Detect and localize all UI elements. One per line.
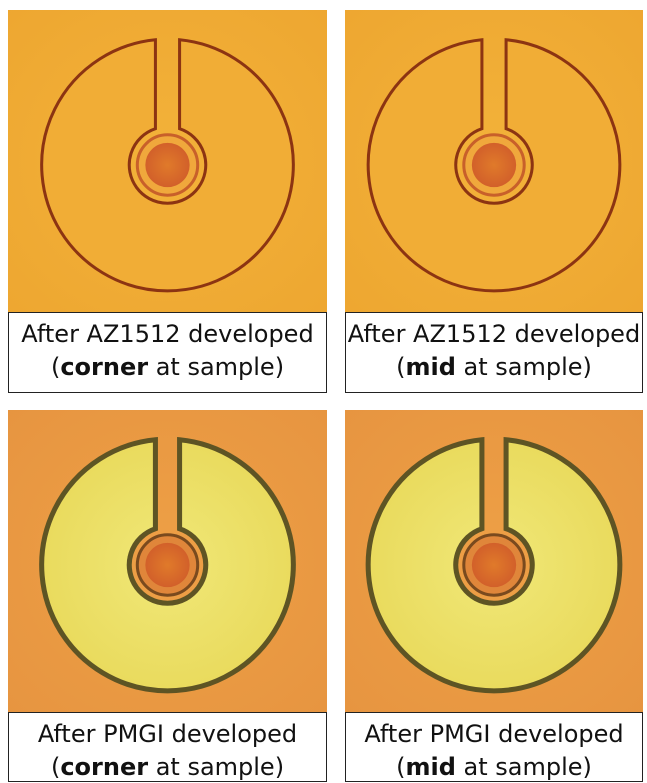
caption-paren: (: [396, 753, 405, 781]
figure: After AZ1512 developed(corner at sample)…: [0, 0, 647, 783]
caption-rest: at sample): [456, 353, 592, 381]
caption-line-2: (mid at sample): [396, 753, 592, 781]
panel: After AZ1512 developed (mid at sample): [345, 10, 643, 393]
center-dot: [145, 143, 189, 187]
caption-line-1: After AZ1512 developed: [348, 320, 640, 348]
center-dot: [145, 543, 189, 587]
caption-paren: (: [396, 353, 405, 381]
panel: After AZ1512 developed (corner at sample): [8, 10, 327, 393]
caption-line-1: After PMGI developed: [38, 720, 297, 748]
center-dot: [472, 543, 516, 587]
panel: After PMGI developed (mid at sample): [345, 410, 643, 782]
caption-paren: (: [51, 753, 60, 781]
caption-bold: corner: [60, 753, 148, 781]
caption-bold: corner: [60, 353, 148, 381]
caption-paren: (: [51, 353, 60, 381]
caption-line-2: (mid at sample): [396, 353, 592, 381]
caption-rest: at sample): [148, 353, 284, 381]
caption-line-2: (corner at sample): [51, 753, 284, 781]
caption-rest: at sample): [148, 753, 284, 781]
panel: After PMGI developed (corner at sample): [8, 410, 327, 782]
caption-rest: at sample): [456, 753, 592, 781]
caption-bold: mid: [405, 753, 455, 781]
center-dot: [472, 143, 516, 187]
caption-line-1: After AZ1512 developed: [21, 320, 313, 348]
caption-line-2: (corner at sample): [51, 353, 284, 381]
caption-bold: mid: [405, 353, 455, 381]
caption-line-1: After PMGI developed: [364, 720, 623, 748]
